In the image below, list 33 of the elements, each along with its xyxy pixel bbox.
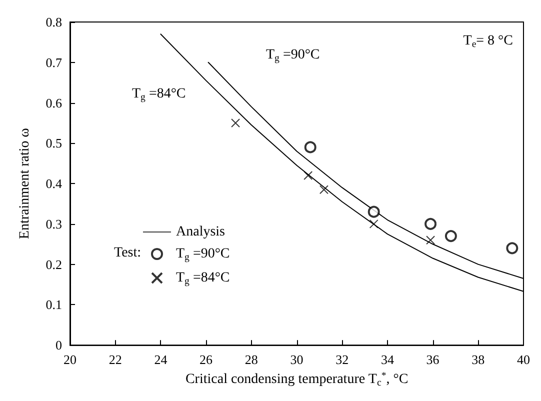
point — [424, 218, 437, 230]
x-tick-label: 24 — [154, 352, 168, 368]
x-tick-label: 22 — [108, 352, 122, 368]
point — [506, 242, 518, 254]
point — [304, 170, 313, 180]
y-axis-title: Entrainment ratio ω — [18, 128, 32, 240]
point — [319, 185, 328, 194]
x-tick-label: 28 — [244, 352, 258, 368]
x-tick-label: 20 — [64, 352, 76, 368]
x-tick-label: 34 — [380, 352, 394, 368]
x-tick-label: 38 — [472, 352, 485, 368]
legend-label: Analysis — [176, 224, 225, 240]
point — [444, 230, 457, 242]
x-tick-label: 32 — [336, 352, 349, 368]
y-tick-label: 0.5 — [46, 136, 62, 151]
y-tick-label: 0.2 — [46, 256, 62, 272]
y-tick-label: 0.4 — [46, 176, 62, 192]
y-tick-label: 0.7 — [46, 54, 62, 70]
point — [426, 236, 436, 245]
x-tick-label: 30 — [290, 352, 304, 368]
point — [368, 206, 380, 218]
point — [231, 118, 240, 128]
x-tick-label: 26 — [200, 352, 214, 368]
y-tick-label: 0.6 — [46, 95, 62, 110]
y-tick-label: 0 — [56, 338, 62, 353]
y-tick-label: 0.8 — [46, 14, 62, 30]
y-tick-label: 0.1 — [46, 297, 62, 312]
annotation: Test: — [114, 246, 142, 260]
point — [369, 219, 378, 228]
y-tick-label: 0.3 — [46, 216, 62, 232]
x-tick-label: 36 — [426, 352, 440, 368]
point — [304, 141, 316, 154]
x-tick-label: 40 — [517, 352, 530, 368]
